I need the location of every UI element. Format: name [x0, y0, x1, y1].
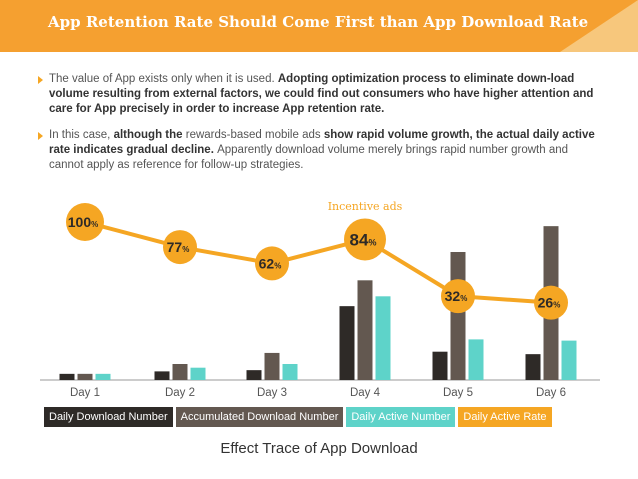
bullet-text-2: In this case, although the rewards-based…	[49, 128, 598, 173]
rate-marker	[66, 203, 104, 241]
bullet-2-part-1: In this case,	[49, 129, 114, 141]
bullet-2-part-2: although the	[113, 129, 186, 141]
bullet-arrow-icon	[38, 76, 43, 84]
rate-data-label: 84%	[350, 230, 377, 249]
rate-marker	[534, 285, 568, 320]
x-tick-label: Day 3	[257, 387, 287, 399]
bar-day-4-series-3	[375, 296, 391, 380]
bar-day-3-series-3	[282, 364, 298, 380]
bullet-point-2: In this case, although the rewards-based…	[38, 128, 598, 173]
bullet-2-part-4: show rapid volume growth, the actual dai…	[49, 129, 595, 156]
rate-data-label: 62%	[259, 255, 282, 271]
rate-marker	[163, 230, 197, 265]
x-tick-label: Day 6	[536, 387, 566, 399]
bar-day-5-series-3	[468, 339, 484, 380]
bullet-point-1: The value of App exists only when it is …	[38, 72, 598, 117]
rate-data-label: 32%	[445, 288, 468, 304]
bar-day-2-series-1	[154, 371, 170, 380]
chart-legend: Daily Download Number Accumulated Downlo…	[44, 407, 552, 427]
header-accent	[560, 0, 638, 52]
rate-data-label: 26%	[538, 295, 561, 311]
bullet-2-part-3: rewards-based mobile ads	[185, 129, 324, 141]
header-background	[0, 0, 638, 52]
bar-day-2-series-3	[190, 367, 206, 380]
rate-data-label: 100%	[68, 214, 98, 230]
legend-item-daily-active-rate: Daily Active Rate	[458, 407, 552, 427]
bullet-1-part-2: Adopting optimization process to elimina…	[49, 73, 594, 115]
legend-item-daily-download: Daily Download Number	[44, 407, 173, 427]
bar-day-1-series-2	[77, 373, 93, 380]
x-tick-label: Day 2	[165, 387, 195, 399]
bar-day-4-series-2	[357, 280, 373, 380]
bar-day-6-series-3	[561, 340, 577, 380]
bar-day-4-series-1	[339, 306, 355, 380]
x-tick-label: Day 5	[443, 387, 473, 399]
legend-item-daily-active-number: Daily Active Number	[346, 407, 456, 427]
bullet-text-1: The value of App exists only when it is …	[49, 72, 598, 117]
bar-day-1-series-1	[59, 373, 75, 380]
x-tick-label: Day 4	[350, 387, 381, 399]
header-banner: App Retention Rate Should Come First tha…	[0, 0, 638, 52]
x-tick-label: Day 1	[70, 387, 100, 399]
rate-marker	[255, 246, 289, 281]
bar-day-3-series-2	[264, 352, 280, 380]
header-fill	[0, 0, 638, 52]
bar-day-5-series-2	[450, 252, 466, 380]
legend-item-accumulated-download: Accumulated Download Number	[175, 407, 344, 427]
page-title: App Retention Rate Should Come First tha…	[48, 13, 589, 31]
rate-data-label: 77%	[167, 239, 190, 255]
daily-active-rate-line	[84, 220, 552, 305]
rate-marker	[344, 218, 386, 261]
bullet-2-part-5: Apparently download volume merely brings…	[49, 144, 569, 171]
bullet-arrow-icon	[38, 132, 43, 140]
bar-day-2-series-2	[172, 364, 188, 380]
bar-day-1-series-3	[95, 373, 111, 380]
bar-day-6-series-1	[525, 354, 541, 380]
chart-caption: Effect Trace of App Download	[220, 440, 418, 457]
app-download-chart: Day 1 Day 2 Day 3 Day 4 Day 5 Day 6 100% 77% 62%…	[40, 200, 600, 399]
incentive-ads-annotation: Incentive ads	[328, 200, 403, 213]
bar-day-5-series-1	[432, 351, 448, 380]
bar-day-3-series-1	[246, 370, 262, 380]
rate-marker	[441, 279, 475, 314]
bullet-1-part-1: The value of App exists only when it is …	[49, 73, 278, 85]
